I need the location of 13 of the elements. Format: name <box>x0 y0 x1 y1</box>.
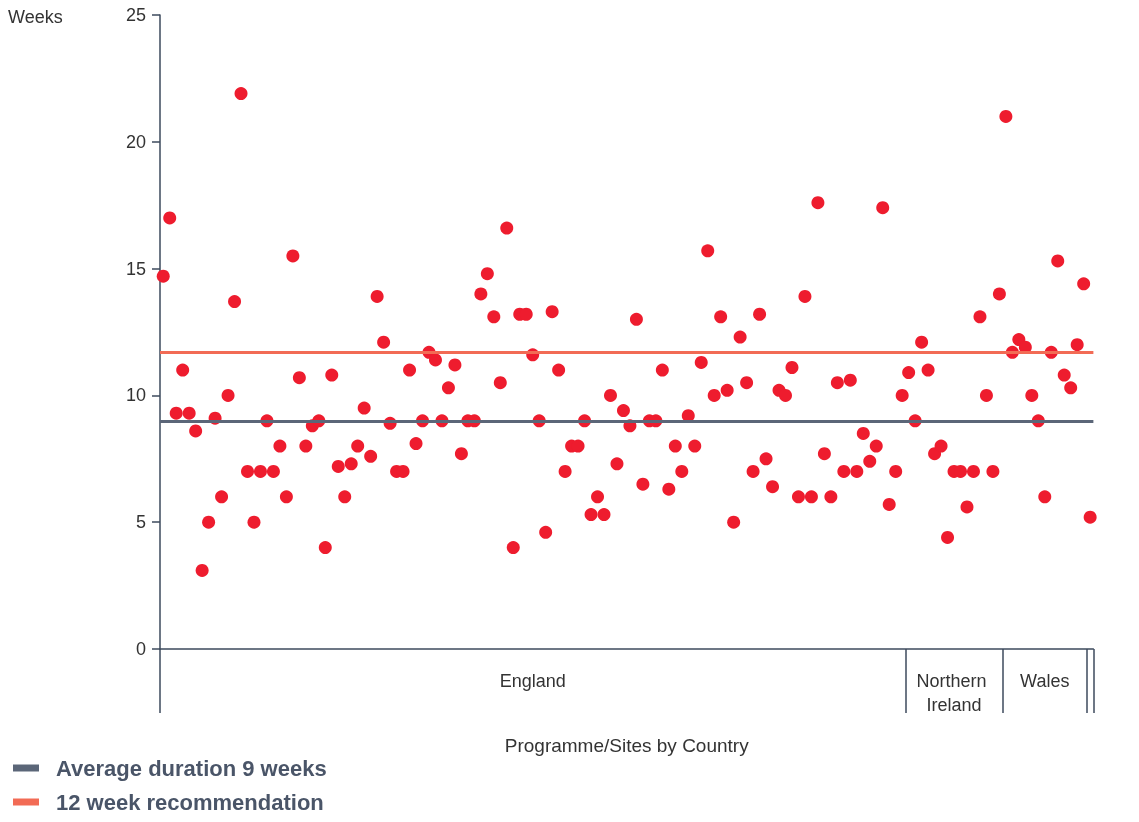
y-tick-label: 5 <box>135 512 146 533</box>
y-tick-label: 10 <box>125 385 146 406</box>
y-tick-label: 15 <box>125 258 146 279</box>
legend-label: Average duration 9 weeks <box>56 755 327 781</box>
x-axis-title: Programme/Sites by Country <box>504 735 750 756</box>
x-tick-label: Wales <box>1020 671 1070 691</box>
y-tick-label: 20 <box>125 131 146 152</box>
x-tick-label: Northern Ireland <box>916 671 992 715</box>
x-tick-label: England <box>499 671 566 691</box>
legend-label: 12 week recommendation <box>56 789 324 815</box>
y-tick-label: 0 <box>135 639 146 659</box>
y-tick-label: 25 <box>125 5 146 25</box>
y-axis-title: Weeks <box>8 7 63 27</box>
